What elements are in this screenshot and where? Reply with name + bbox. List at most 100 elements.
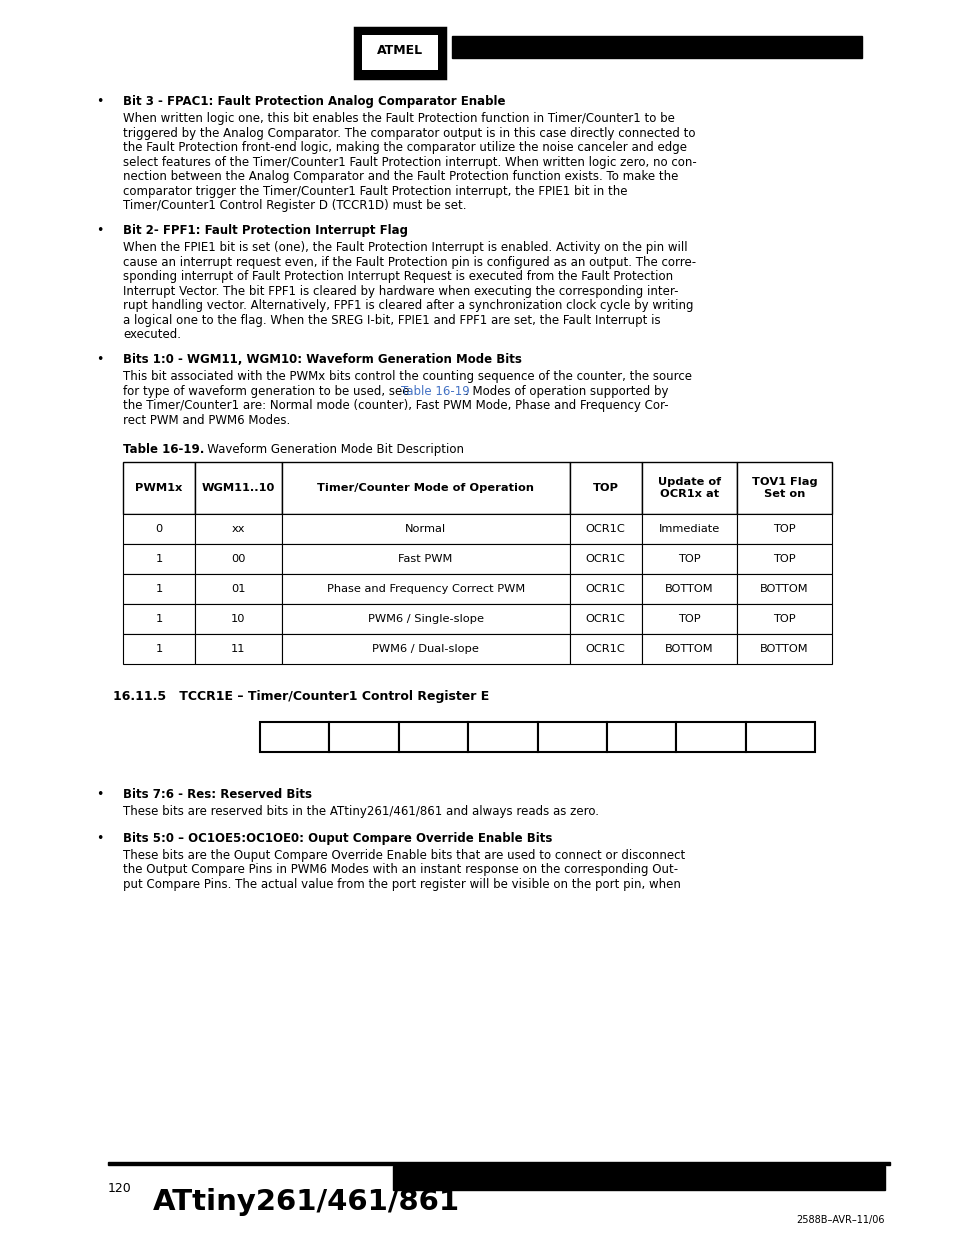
- Bar: [641, 604, 736, 634]
- Bar: [569, 634, 641, 664]
- Bar: [736, 543, 831, 574]
- Text: 2588B–AVR–11/06: 2588B–AVR–11/06: [796, 1215, 884, 1225]
- Text: the Output Compare Pins in PWM6 Modes with an instant response on the correspond: the Output Compare Pins in PWM6 Modes wi…: [123, 863, 678, 877]
- Text: select features of the Timer/Counter1 Fault Protection interrupt. When written l: select features of the Timer/Counter1 Fa…: [123, 156, 696, 169]
- Bar: [194, 514, 281, 543]
- Text: 120: 120: [108, 1182, 132, 1195]
- Bar: [676, 721, 745, 752]
- Bar: [641, 514, 736, 543]
- Text: TOP: TOP: [678, 614, 700, 624]
- Bar: [194, 462, 281, 514]
- Text: When the FPIE1 bit is set (one), the Fault Protection Interrupt is enabled. Acti: When the FPIE1 bit is set (one), the Fau…: [123, 242, 687, 254]
- Bar: [641, 462, 736, 514]
- Bar: [398, 721, 468, 752]
- Text: Bit 3 - FPAC1: Fault Protection Analog Comparator Enable: Bit 3 - FPAC1: Fault Protection Analog C…: [123, 95, 505, 107]
- Text: Fast PWM: Fast PWM: [398, 553, 453, 564]
- Text: Phase and Frequency Correct PWM: Phase and Frequency Correct PWM: [326, 584, 524, 594]
- Text: BOTTOM: BOTTOM: [664, 643, 713, 653]
- Text: BOTTOM: BOTTOM: [760, 643, 808, 653]
- Bar: [123, 574, 194, 604]
- Text: Update of
OCR1x at: Update of OCR1x at: [657, 477, 720, 499]
- Bar: [123, 462, 194, 514]
- Text: Bits 1:0 - WGM11, WGM10: Waveform Generation Mode Bits: Bits 1:0 - WGM11, WGM10: Waveform Genera…: [123, 353, 521, 366]
- Text: OCR1C: OCR1C: [585, 643, 625, 653]
- Text: Table 16-19: Table 16-19: [401, 385, 470, 398]
- Text: TOP: TOP: [592, 483, 618, 493]
- Bar: [123, 514, 194, 543]
- Text: 1: 1: [155, 614, 162, 624]
- Text: OCR1C: OCR1C: [585, 553, 625, 564]
- Bar: [569, 514, 641, 543]
- Bar: [355, 28, 444, 78]
- Text: Interrupt Vector. The bit FPF1 is cleared by hardware when executing the corresp: Interrupt Vector. The bit FPF1 is cleare…: [123, 285, 678, 298]
- Bar: [736, 462, 831, 514]
- Text: TOP: TOP: [772, 524, 795, 534]
- Bar: [361, 35, 437, 70]
- Bar: [194, 604, 281, 634]
- Bar: [194, 543, 281, 574]
- Text: •: •: [96, 224, 103, 237]
- Bar: [569, 543, 641, 574]
- Bar: [123, 604, 194, 634]
- Text: OCR1C: OCR1C: [585, 584, 625, 594]
- Bar: [569, 462, 641, 514]
- Text: rupt handling vector. Alternatively, FPF1 is cleared after a synchronization clo: rupt handling vector. Alternatively, FPF…: [123, 299, 693, 312]
- Text: PWM6 / Dual-slope: PWM6 / Dual-slope: [372, 643, 478, 653]
- Text: a logical one to the flag. When the SREG I-bit, FPIE1 and FPF1 are set, the Faul: a logical one to the flag. When the SREG…: [123, 314, 659, 327]
- Text: 01: 01: [231, 584, 245, 594]
- Bar: [452, 36, 862, 58]
- Bar: [108, 1161, 889, 1165]
- Bar: [281, 543, 569, 574]
- Text: Bit 2- FPF1: Fault Protection Interrupt Flag: Bit 2- FPF1: Fault Protection Interrupt …: [123, 224, 408, 237]
- Text: •: •: [96, 788, 103, 802]
- Bar: [537, 721, 606, 752]
- Text: ATMEL: ATMEL: [376, 43, 422, 57]
- Text: 11: 11: [231, 643, 245, 653]
- Text: 1: 1: [155, 584, 162, 594]
- Bar: [281, 604, 569, 634]
- Text: PWM1x: PWM1x: [135, 483, 182, 493]
- Text: •: •: [96, 95, 103, 107]
- Bar: [281, 514, 569, 543]
- Text: comparator trigger the Timer/Counter1 Fault Protection interrupt, the FPIE1 bit : comparator trigger the Timer/Counter1 Fa…: [123, 185, 627, 198]
- Text: put Compare Pins. The actual value from the port register will be visible on the: put Compare Pins. The actual value from …: [123, 878, 680, 890]
- Text: 00: 00: [231, 553, 245, 564]
- Bar: [260, 721, 329, 752]
- Text: OCR1C: OCR1C: [585, 524, 625, 534]
- Text: TOP: TOP: [678, 553, 700, 564]
- Text: 10: 10: [231, 614, 245, 624]
- Text: rect PWM and PWM6 Modes.: rect PWM and PWM6 Modes.: [123, 414, 290, 427]
- Text: sponding interrupt of Fault Protection Interrupt Request is executed from the Fa: sponding interrupt of Fault Protection I…: [123, 270, 673, 284]
- Bar: [569, 604, 641, 634]
- Text: the Fault Protection front-end logic, making the comparator utilize the noise ca: the Fault Protection front-end logic, ma…: [123, 141, 686, 154]
- Bar: [468, 721, 537, 752]
- Text: Table 16-19.: Table 16-19.: [123, 443, 204, 456]
- Bar: [123, 543, 194, 574]
- Text: the Timer/Counter1 are: Normal mode (counter), Fast PWM Mode, Phase and Frequenc: the Timer/Counter1 are: Normal mode (cou…: [123, 399, 668, 412]
- Bar: [641, 574, 736, 604]
- Text: Normal: Normal: [405, 524, 446, 534]
- Bar: [569, 574, 641, 604]
- Text: xx: xx: [232, 524, 245, 534]
- Text: WGM11..10: WGM11..10: [201, 483, 274, 493]
- Text: These bits are reserved bits in the ATtiny261/461/861 and always reads as zero.: These bits are reserved bits in the ATti…: [123, 805, 598, 819]
- Text: Bits 5:0 – OC1OE5:OC1OE0: Ouput Compare Override Enable Bits: Bits 5:0 – OC1OE5:OC1OE0: Ouput Compare …: [123, 831, 552, 845]
- Text: •: •: [96, 831, 103, 845]
- Bar: [606, 721, 676, 752]
- Bar: [641, 543, 736, 574]
- Text: OCR1C: OCR1C: [585, 614, 625, 624]
- Text: nection between the Analog Comparator and the Fault Protection function exists. : nection between the Analog Comparator an…: [123, 170, 678, 184]
- Bar: [736, 634, 831, 664]
- Text: When written logic one, this bit enables the Fault Protection function in Timer/: When written logic one, this bit enables…: [123, 112, 674, 126]
- Text: TOP: TOP: [772, 553, 795, 564]
- Bar: [736, 604, 831, 634]
- Text: triggered by the Analog Comparator. The comparator output is in this case direct: triggered by the Analog Comparator. The …: [123, 127, 695, 140]
- Text: 1: 1: [155, 643, 162, 653]
- Text: Timer/Counter Mode of Operation: Timer/Counter Mode of Operation: [316, 483, 534, 493]
- Bar: [329, 721, 398, 752]
- Bar: [392, 1166, 884, 1191]
- Text: BOTTOM: BOTTOM: [760, 584, 808, 594]
- Bar: [641, 634, 736, 664]
- Bar: [194, 574, 281, 604]
- Text: . Modes of operation supported by: . Modes of operation supported by: [465, 385, 668, 398]
